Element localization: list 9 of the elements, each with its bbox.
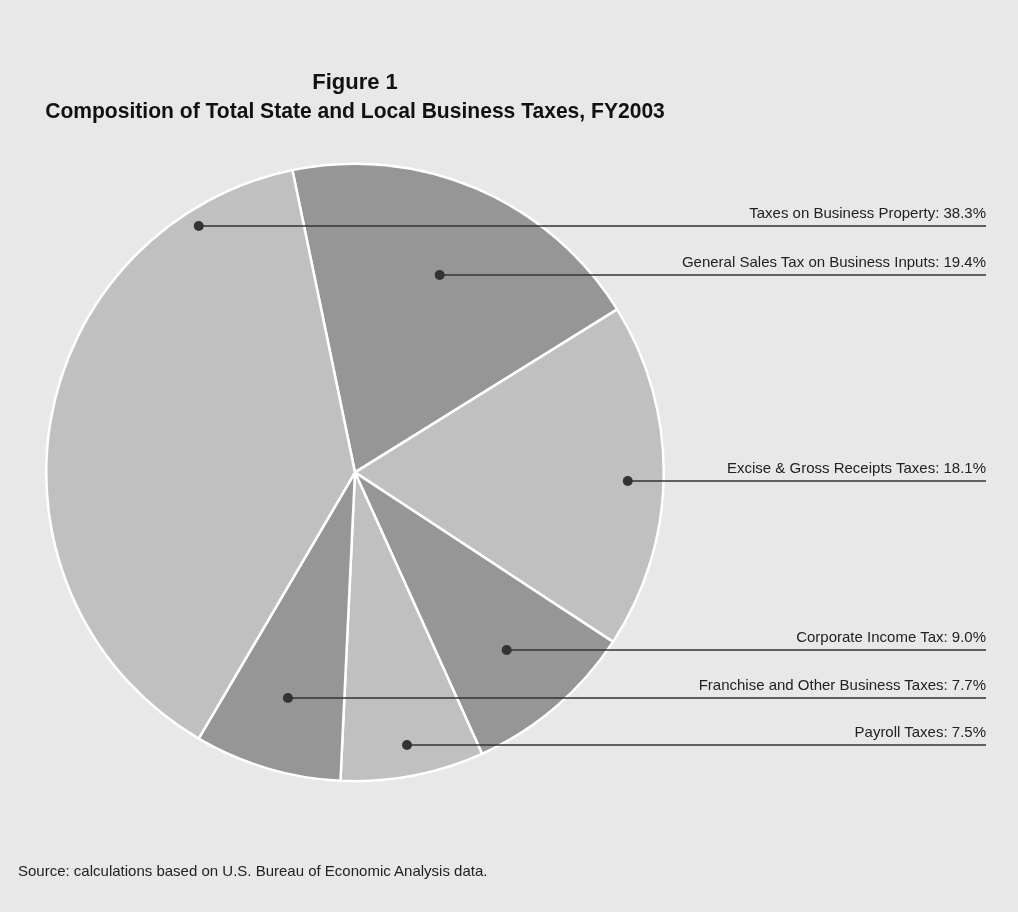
chart-subtitle: Composition of Total State and Local Business Taxes, FY2003: [45, 98, 665, 123]
slice-label: Excise & Gross Receipts Taxes: 18.1%: [727, 458, 986, 476]
slice-label: Taxes on Business Property: 38.3%: [749, 203, 986, 221]
chart-title: Figure 1: [312, 69, 398, 95]
slice-label: Payroll Taxes: 7.5%: [854, 722, 986, 740]
slice-label: General Sales Tax on Business Inputs: 19.4%: [681, 252, 986, 270]
slice-label: Franchise and Other Business Taxes: 7.7%: [698, 675, 986, 693]
slice-label: Corporate Income Tax: 9.0%: [796, 627, 986, 645]
source-note: Source: calculations based on U.S. Bureau of Economic Analysis data.: [18, 862, 488, 879]
